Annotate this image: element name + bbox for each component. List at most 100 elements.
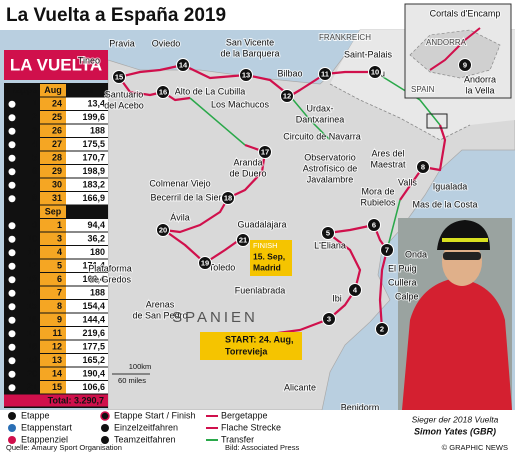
transfer — [289, 95, 331, 141]
stage-date: 7 — [57, 288, 62, 298]
total: Total: 3.290,7 — [48, 395, 104, 405]
glasses — [443, 252, 481, 260]
place-label: Plataforma — [88, 263, 132, 273]
stage-marker — [239, 68, 253, 82]
stage-km: 188 — [90, 288, 105, 298]
stage-marker — [221, 191, 235, 205]
stage-number: 18 — [27, 342, 37, 352]
border — [329, 83, 471, 141]
date-cell — [40, 165, 66, 178]
km-cell — [66, 138, 108, 151]
stage-marker — [280, 89, 294, 103]
km-cell — [66, 219, 108, 232]
legend-label: Etappe Start / Finish — [114, 410, 196, 420]
place-label: de Gredos — [89, 274, 132, 284]
caption: Sieger der 2018 Vuelta — [412, 414, 499, 424]
stage-number: 20 — [27, 369, 37, 379]
stage-marker-label: 3 — [327, 314, 331, 323]
km-cell — [66, 232, 108, 245]
stage-marker — [198, 256, 212, 270]
legend-icon — [101, 424, 109, 432]
legend-label: Transfer — [221, 434, 254, 444]
legend-icon — [100, 411, 110, 421]
stage-date: 8 — [57, 301, 62, 311]
stage-marker — [348, 283, 362, 297]
legend-bg — [4, 410, 394, 443]
legend-icon — [8, 412, 16, 420]
header-cell — [66, 84, 108, 97]
stage-marker-label: 9 — [463, 60, 467, 69]
km-cell — [66, 354, 108, 367]
stage-marker-label: 14 — [179, 60, 188, 69]
place-label: SPAIN — [411, 85, 435, 94]
stage-date: 3 — [57, 234, 62, 244]
logo-bg — [4, 50, 108, 80]
sep-cell — [40, 205, 66, 218]
stage-km: 188 — [90, 126, 105, 136]
stage-icon — [8, 181, 16, 189]
stage-icon — [8, 303, 16, 311]
transfer — [189, 97, 246, 146]
legend-icon — [101, 436, 109, 444]
total-bg — [4, 394, 108, 407]
place-label: Toledo — [209, 262, 236, 272]
stage-number: 12 — [27, 261, 37, 271]
stage-number: 14 — [27, 288, 37, 298]
stage-date: 31 — [52, 193, 62, 203]
transfer — [386, 199, 401, 251]
header-cell — [40, 84, 66, 97]
km-cell — [66, 178, 108, 191]
stage-date: 14 — [52, 369, 62, 379]
stage-km: 166,4 — [82, 274, 105, 284]
stage-icon — [8, 384, 16, 392]
place-label: Astrofísico de — [303, 163, 358, 173]
stage-marker — [258, 145, 272, 159]
date-cell — [40, 273, 66, 286]
stage-number: 21 — [27, 382, 37, 392]
stage-icon — [8, 195, 16, 203]
legend-icon — [8, 436, 16, 444]
date-cell — [40, 367, 66, 380]
legend-label: Teamzeitfahren — [114, 434, 176, 444]
stage-marker-label: 20 — [159, 225, 167, 234]
stage-km: 183,2 — [82, 180, 105, 190]
legend-label: Etappenziel — [21, 434, 68, 444]
stage-number: 8 — [32, 193, 37, 203]
andorra-area — [409, 29, 501, 79]
stage-date: 5 — [57, 261, 62, 271]
stage-number: 15 — [27, 301, 37, 311]
route-catalonia — [399, 124, 447, 201]
stage-marker-label: 6 — [372, 220, 376, 229]
place-label: Cortals d'Encamp — [430, 8, 501, 18]
place-label: Los Machucos — [211, 99, 270, 109]
place-label: de San Pedro — [132, 310, 187, 320]
stage-marker — [318, 67, 332, 81]
stage-icon — [8, 235, 16, 243]
footer-credit: © GRAPHIC NEWS — [442, 443, 508, 452]
finish-box — [250, 240, 292, 276]
km-cell — [66, 246, 108, 259]
stage-icon — [8, 114, 16, 122]
stage-marker — [380, 243, 394, 257]
stage-icon — [8, 316, 16, 324]
stage-marker-label: 16 — [159, 87, 167, 96]
scale-miles: 60 miles — [118, 376, 146, 385]
date-cell — [40, 232, 66, 245]
column-header: km — [80, 85, 93, 95]
place-label: Alto de La Cubilla — [175, 86, 246, 96]
legend-label: Flache Strecke — [221, 422, 281, 432]
stage-km: 154,4 — [82, 301, 105, 311]
stage-icon — [8, 276, 16, 284]
place-label: Oviedo — [152, 38, 181, 48]
stage-icon — [8, 343, 16, 351]
stage-km: 219,6 — [82, 328, 105, 338]
km-cell — [66, 97, 108, 110]
date-cell — [40, 286, 66, 299]
stage-marker-label: 2 — [380, 324, 384, 333]
stage-marker-label: 19 — [201, 258, 209, 267]
km-cell — [66, 300, 108, 313]
finish-label: FINISH — [253, 241, 278, 250]
stage-marker — [112, 70, 126, 84]
date-cell — [40, 178, 66, 191]
stage-number: 3 — [32, 126, 37, 136]
